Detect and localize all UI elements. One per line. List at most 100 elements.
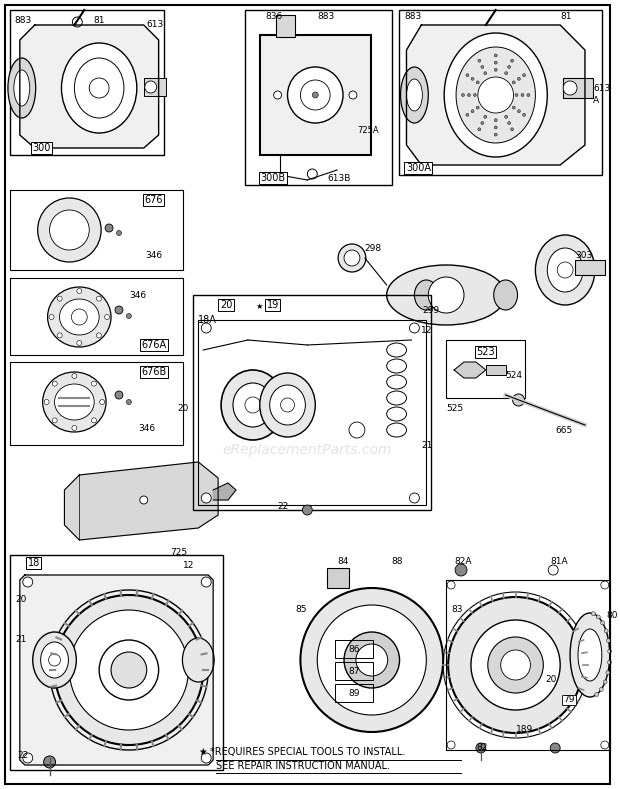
Circle shape — [57, 296, 62, 301]
Bar — [245, 10, 392, 185]
Circle shape — [52, 418, 57, 423]
Bar — [276, 15, 296, 37]
Ellipse shape — [50, 210, 89, 250]
Circle shape — [466, 114, 469, 116]
Circle shape — [73, 17, 82, 27]
Text: ★: ★ — [256, 302, 264, 311]
Circle shape — [69, 610, 188, 730]
Circle shape — [447, 741, 455, 749]
Text: 81: 81 — [94, 16, 105, 25]
Bar — [335, 640, 373, 658]
Circle shape — [474, 94, 476, 96]
Text: 84: 84 — [337, 558, 348, 567]
Text: 20: 20 — [546, 675, 557, 685]
Ellipse shape — [48, 287, 111, 347]
Circle shape — [301, 80, 330, 110]
Circle shape — [505, 72, 508, 75]
Text: 81: 81 — [560, 12, 572, 21]
Circle shape — [77, 289, 82, 294]
Circle shape — [478, 59, 481, 62]
Bar — [399, 10, 602, 175]
Text: 19: 19 — [267, 300, 279, 310]
Circle shape — [591, 611, 595, 615]
Circle shape — [43, 756, 56, 768]
Circle shape — [111, 652, 147, 688]
Text: 613: 613 — [147, 20, 164, 29]
Circle shape — [551, 743, 560, 753]
Text: 523: 523 — [477, 347, 495, 357]
Circle shape — [126, 399, 131, 405]
Text: 613: 613 — [593, 84, 610, 92]
Circle shape — [89, 78, 109, 98]
Bar — [193, 295, 432, 510]
Circle shape — [512, 106, 515, 109]
Circle shape — [338, 244, 366, 272]
Circle shape — [349, 91, 357, 99]
Polygon shape — [64, 462, 218, 540]
Circle shape — [494, 54, 497, 57]
Circle shape — [23, 753, 33, 763]
Circle shape — [484, 115, 487, 118]
Text: 21: 21 — [15, 635, 26, 645]
Text: 22: 22 — [277, 502, 288, 510]
Text: 88: 88 — [392, 558, 403, 567]
Circle shape — [344, 632, 399, 688]
Circle shape — [513, 394, 525, 406]
Circle shape — [608, 660, 611, 664]
Circle shape — [476, 81, 479, 84]
Circle shape — [77, 341, 82, 346]
Circle shape — [92, 381, 97, 386]
Text: 303: 303 — [575, 250, 592, 260]
Circle shape — [606, 671, 610, 675]
Circle shape — [521, 94, 524, 96]
Circle shape — [317, 605, 427, 715]
Text: 189: 189 — [516, 726, 533, 735]
Bar — [10, 555, 223, 770]
Circle shape — [505, 115, 508, 118]
Text: 20: 20 — [177, 403, 188, 413]
Circle shape — [494, 133, 497, 136]
Polygon shape — [20, 575, 213, 765]
Bar — [10, 10, 164, 155]
Circle shape — [303, 505, 312, 515]
Circle shape — [281, 398, 294, 412]
Ellipse shape — [444, 33, 547, 157]
Circle shape — [44, 399, 49, 405]
Circle shape — [409, 493, 419, 503]
Text: 346: 346 — [129, 290, 146, 300]
Bar — [486, 365, 506, 375]
Circle shape — [115, 391, 123, 399]
Ellipse shape — [8, 58, 36, 118]
Circle shape — [48, 654, 61, 666]
Circle shape — [595, 693, 599, 697]
Ellipse shape — [270, 385, 306, 425]
Circle shape — [466, 73, 469, 77]
Text: 613B: 613B — [327, 174, 350, 182]
Text: 676B: 676B — [141, 367, 166, 377]
Polygon shape — [213, 483, 236, 500]
Ellipse shape — [536, 235, 595, 305]
Ellipse shape — [456, 47, 536, 143]
Text: 525: 525 — [446, 403, 463, 413]
Text: 85: 85 — [296, 605, 307, 615]
Text: 80: 80 — [607, 611, 618, 619]
Bar — [144, 78, 166, 96]
Circle shape — [511, 59, 513, 62]
Circle shape — [100, 399, 105, 405]
Ellipse shape — [578, 629, 602, 681]
Circle shape — [461, 94, 464, 96]
Circle shape — [49, 315, 54, 320]
Circle shape — [455, 564, 467, 576]
Ellipse shape — [182, 638, 214, 682]
Circle shape — [447, 581, 455, 589]
Text: 82A: 82A — [454, 558, 472, 567]
Text: 83: 83 — [451, 605, 463, 615]
Ellipse shape — [61, 43, 137, 133]
Text: 883: 883 — [15, 16, 32, 25]
Polygon shape — [454, 362, 486, 378]
Circle shape — [515, 94, 518, 96]
Text: 665: 665 — [556, 425, 572, 435]
Circle shape — [488, 637, 543, 693]
Circle shape — [471, 620, 560, 710]
Text: 725: 725 — [170, 548, 187, 557]
